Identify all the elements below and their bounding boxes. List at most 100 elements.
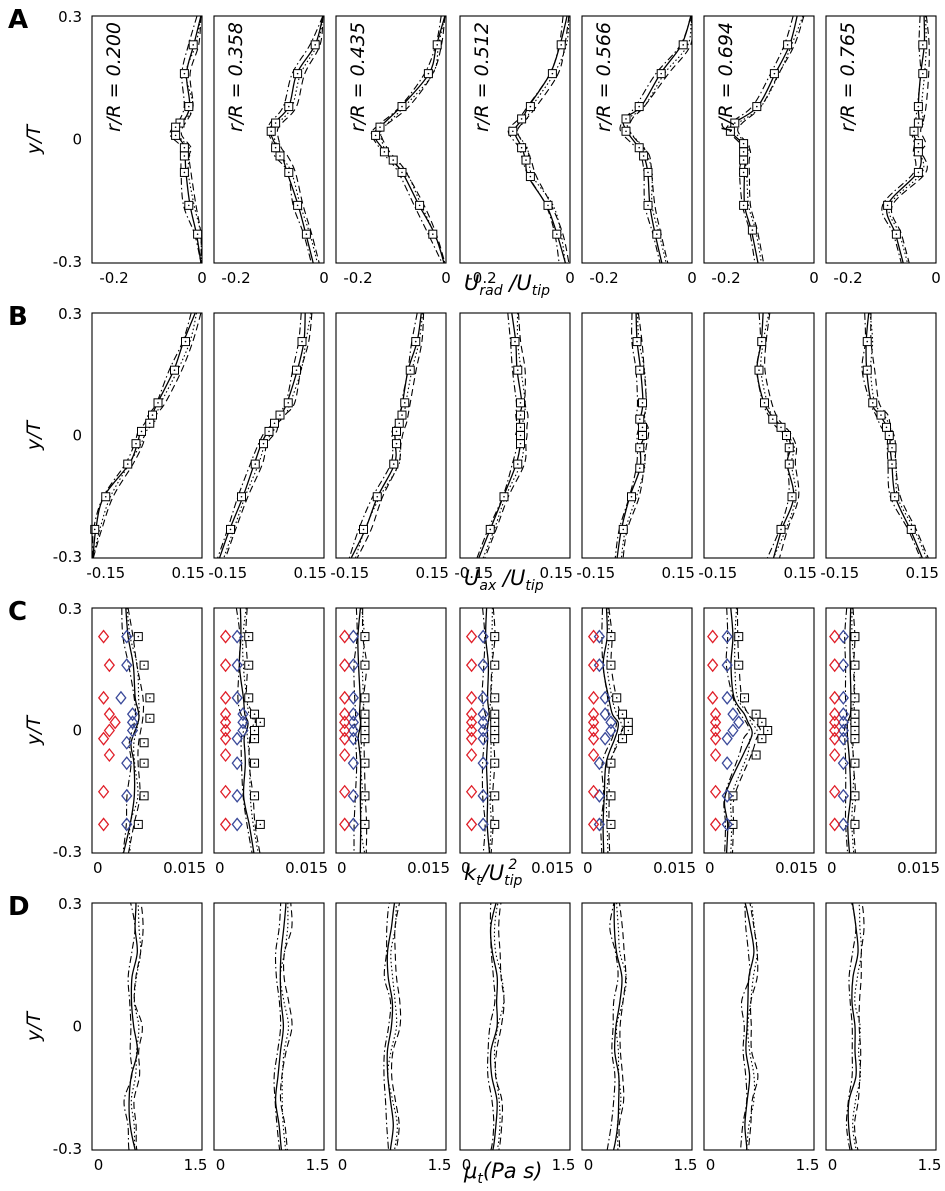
data-point-dot xyxy=(409,369,412,371)
data-point-dot xyxy=(253,737,256,740)
red-diamond-point xyxy=(465,723,478,738)
blue-diamond-point xyxy=(347,756,360,771)
x-tick-label: 0 xyxy=(931,269,941,287)
blue-diamond-point xyxy=(837,817,850,832)
red-diamond-point xyxy=(829,747,841,763)
plot-frame xyxy=(703,312,815,559)
data-point-dot xyxy=(364,713,366,715)
panel-C-col-6: 0 0.015 xyxy=(703,607,818,877)
red-diamond-point xyxy=(709,707,722,722)
x-tick-label: -0.15 xyxy=(820,564,859,582)
data-point-dot xyxy=(493,729,496,732)
data-point-dot xyxy=(432,233,434,235)
data-point-dot xyxy=(551,72,554,75)
line-dotted xyxy=(387,903,400,1150)
x-tick-label: 0 xyxy=(215,859,225,877)
data-point-dot xyxy=(183,171,186,174)
panel-B-col-1: -0.15 0.15 xyxy=(86,312,205,582)
data-point-dot xyxy=(296,204,299,207)
data-point-dot xyxy=(886,204,889,207)
red-diamond-point xyxy=(339,690,351,705)
data-point-dot xyxy=(174,134,177,137)
radius-label: r/R = 0.765 xyxy=(837,22,859,132)
data-point-dot xyxy=(183,146,186,149)
blue-diamond-point xyxy=(231,731,243,746)
line-dashdot xyxy=(267,16,324,263)
line-dashdot xyxy=(723,608,750,853)
x-tick-label: 1.5 xyxy=(796,1156,820,1174)
data-point-dot xyxy=(247,697,250,699)
blue-diamond-point xyxy=(721,658,733,673)
data-point-dot xyxy=(519,426,522,429)
blue-diamond-point xyxy=(721,756,733,771)
series-lines xyxy=(273,903,293,1150)
data-point-dot xyxy=(788,463,791,465)
blue-diamond-point xyxy=(605,715,617,730)
line-dashdot xyxy=(845,903,857,1150)
line-dashed xyxy=(853,903,865,1150)
line-dotted xyxy=(130,903,142,1150)
line-dashed xyxy=(356,313,425,558)
data-point-dot xyxy=(362,528,365,531)
y-tick-label: 0.3 xyxy=(58,8,82,26)
x-tick-label: 0.015 xyxy=(407,859,450,877)
panel-C-col-4: 0 0.015 xyxy=(459,607,574,877)
radius-label: r/R = 0.694 xyxy=(715,22,737,132)
plot-frame xyxy=(703,902,815,1151)
panel-D-col-1: 0 1.5 xyxy=(91,902,207,1174)
blue-diamond-point xyxy=(837,658,850,673)
data-point-dot xyxy=(183,72,186,75)
x-tick-label: 0 xyxy=(583,859,593,877)
red-diamond-point xyxy=(829,817,841,832)
series-lines xyxy=(726,16,805,263)
line-dashdot xyxy=(235,608,253,853)
data-point-dot xyxy=(137,823,140,826)
data-point-dot xyxy=(149,697,151,699)
red-diamond-point xyxy=(709,747,722,763)
data-point-dot xyxy=(183,155,186,157)
blue-diamond-point xyxy=(477,723,489,738)
data-point-dot xyxy=(196,233,199,235)
data-point-dot xyxy=(401,105,403,108)
line-dashdot xyxy=(614,313,640,558)
panel-B-col-2: -0.15 0.15 xyxy=(208,312,327,582)
red-diamond-point xyxy=(587,723,600,738)
data-point-dot xyxy=(625,118,627,120)
blue-diamond-point xyxy=(477,658,489,673)
series-lines xyxy=(600,608,627,853)
series-lines xyxy=(861,313,929,558)
x-tick-label: 0 xyxy=(584,1156,594,1174)
data-point-dot xyxy=(641,426,644,429)
x-tick-label: 0 xyxy=(687,269,697,287)
data-point-dot xyxy=(854,795,856,797)
panel-D-col-4: 0 1.5 xyxy=(459,902,575,1174)
data-point-dot xyxy=(140,430,143,433)
x-tick-label: -0.15 xyxy=(208,564,247,582)
line-dashed xyxy=(279,903,293,1150)
data-point-dot xyxy=(780,426,782,429)
x-tick-label: 0.015 xyxy=(163,859,206,877)
data-point-dot xyxy=(891,446,893,449)
red-diamond-point xyxy=(97,731,110,746)
line-solid xyxy=(478,313,523,558)
line-solid xyxy=(847,903,859,1150)
blue-diamond-point xyxy=(721,817,733,832)
data-point-dot xyxy=(364,664,366,666)
data-point-dot xyxy=(253,762,256,764)
y-axis-label: y/T xyxy=(23,1010,45,1042)
y-tick-label: -0.3 xyxy=(53,548,82,566)
data-point-dot xyxy=(922,44,924,46)
red-diamond-point xyxy=(339,715,351,730)
red-diamond-point xyxy=(219,747,232,763)
x-tick-label: 0.15 xyxy=(416,564,449,582)
blue-diamond-point xyxy=(347,723,360,738)
data-point-dot xyxy=(610,795,612,797)
panel-B-col-7: -0.15 0.15 xyxy=(820,312,939,582)
data-point-dot xyxy=(493,737,496,740)
data-point-dot xyxy=(641,402,644,404)
blue-diamond-point xyxy=(237,707,249,722)
data-point-dot xyxy=(642,155,645,157)
plot-frame xyxy=(213,607,325,854)
data-point-dot xyxy=(742,171,745,174)
data-point-dot xyxy=(126,463,129,465)
